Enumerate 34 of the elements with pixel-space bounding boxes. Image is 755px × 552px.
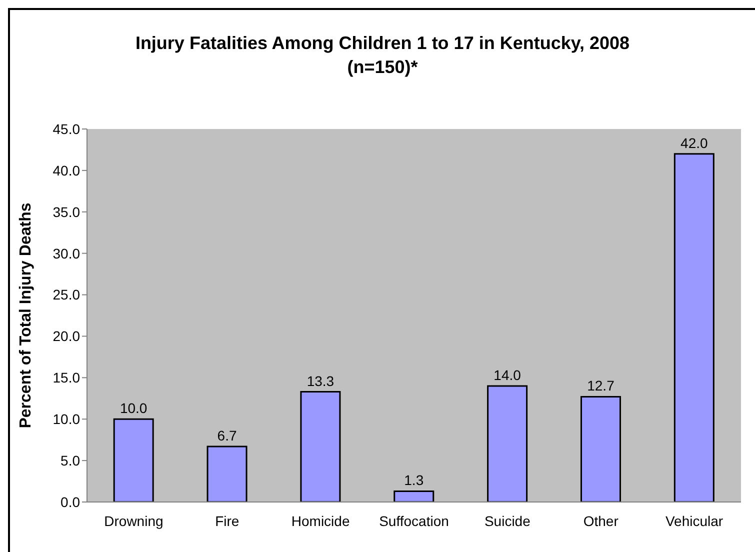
bar [580,396,621,502]
y-axis-title: Percent of Total Injury Deaths [18,202,34,428]
y-tick-label: 20.0 [52,328,80,344]
bar [674,153,714,502]
bar [206,446,248,502]
data-label: 13.3 [306,372,334,389]
x-tick-label: Drowning [104,512,164,529]
y-tick-label: 15.0 [52,370,80,386]
x-tick-label: Suffocation [379,512,449,529]
x-tick-label: Fire [215,512,240,529]
data-label: 1.3 [404,472,424,488]
x-tick-label: Other [583,512,619,529]
data-label: 12.7 [587,378,615,394]
x-tick-label: Homicide [291,512,350,529]
y-tick-label: 30.0 [52,245,80,262]
bar [487,385,528,502]
y-tick-label: 0.0 [60,494,80,510]
x-tick-label: Suicide [484,512,531,529]
y-tick-label: 25.0 [52,286,80,303]
bar [300,391,341,502]
y-tick-label: 10.0 [52,411,80,428]
bar [394,490,434,502]
y-tick-label: 40.0 [52,162,80,178]
y-tick-label: 45.0 [52,120,80,137]
data-label: 42.0 [680,134,708,151]
y-tick-label: 5.0 [60,452,80,469]
chart-title: Injury Fatalities Among Children 1 to 17 in Kentucky, 2008 [134,32,631,55]
chart-subtitle: (n=150)* [346,56,419,79]
bar [113,418,154,502]
data-label: 6.7 [217,427,237,444]
y-tick-label: 35.0 [52,204,80,220]
x-tick-label: Vehicular [665,512,724,529]
data-label: 14.0 [494,366,522,383]
data-label: 10.0 [120,400,148,416]
